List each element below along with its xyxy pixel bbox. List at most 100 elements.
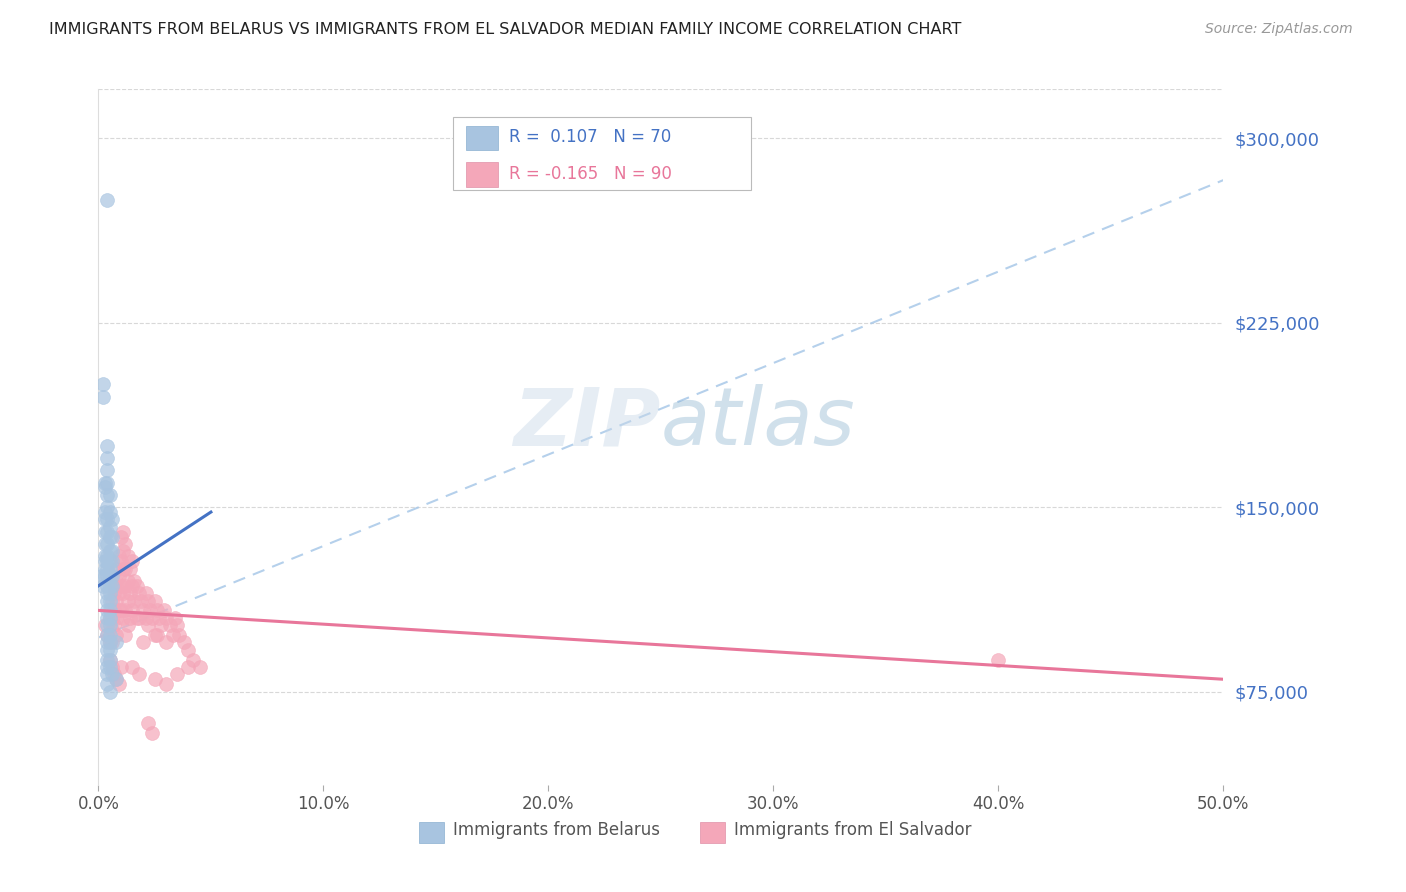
Point bbox=[94, 618, 117, 632]
Point bbox=[124, 574, 146, 588]
Point bbox=[177, 642, 200, 657]
Text: Source: ZipAtlas.com: Source: ZipAtlas.com bbox=[1205, 22, 1353, 37]
Point bbox=[135, 611, 157, 625]
Point bbox=[94, 537, 117, 551]
Point bbox=[103, 618, 125, 632]
Text: Immigrants from Belarus: Immigrants from Belarus bbox=[453, 822, 659, 839]
Point bbox=[132, 635, 155, 649]
Point bbox=[110, 660, 132, 674]
Point bbox=[101, 569, 124, 583]
Point bbox=[121, 603, 143, 617]
Point bbox=[146, 628, 169, 642]
Point bbox=[90, 569, 112, 583]
Point bbox=[101, 579, 124, 593]
Point bbox=[105, 628, 128, 642]
Point bbox=[101, 554, 124, 568]
Point bbox=[98, 561, 121, 575]
Point bbox=[121, 554, 143, 568]
Point bbox=[98, 554, 121, 568]
Point bbox=[107, 569, 129, 583]
Point bbox=[96, 603, 118, 617]
Text: IMMIGRANTS FROM BELARUS VS IMMIGRANTS FROM EL SALVADOR MEDIAN FAMILY INCOME CORR: IMMIGRANTS FROM BELARUS VS IMMIGRANTS FR… bbox=[49, 22, 962, 37]
Point bbox=[101, 635, 124, 649]
Point bbox=[124, 593, 146, 607]
Point bbox=[118, 586, 141, 600]
Point bbox=[141, 611, 163, 625]
Bar bbox=[467, 162, 498, 186]
Point bbox=[129, 593, 152, 607]
Point bbox=[117, 574, 139, 588]
Point bbox=[117, 618, 139, 632]
Point bbox=[96, 439, 118, 453]
Point bbox=[114, 537, 136, 551]
Text: Immigrants from El Salvador: Immigrants from El Salvador bbox=[734, 822, 972, 839]
Text: R = -0.165   N = 90: R = -0.165 N = 90 bbox=[509, 165, 672, 183]
Point bbox=[103, 579, 125, 593]
Point bbox=[96, 628, 118, 642]
Point bbox=[98, 586, 121, 600]
Point bbox=[105, 672, 128, 686]
Point bbox=[96, 677, 118, 691]
Point bbox=[98, 488, 121, 502]
Point bbox=[159, 618, 181, 632]
Point bbox=[107, 603, 129, 617]
Point bbox=[101, 667, 124, 681]
Point bbox=[98, 611, 121, 625]
Point bbox=[141, 726, 163, 740]
Point bbox=[98, 520, 121, 534]
Point bbox=[155, 635, 177, 649]
Point bbox=[169, 628, 191, 642]
Point bbox=[112, 544, 135, 558]
Point bbox=[121, 579, 143, 593]
Point bbox=[105, 574, 128, 588]
Point bbox=[118, 611, 141, 625]
Point bbox=[118, 561, 141, 575]
Point bbox=[143, 672, 166, 686]
Point bbox=[110, 579, 132, 593]
Point bbox=[107, 549, 129, 564]
Point bbox=[136, 618, 159, 632]
Point bbox=[136, 593, 159, 607]
Point bbox=[96, 524, 118, 539]
Point bbox=[103, 586, 125, 600]
Point bbox=[105, 561, 128, 575]
Point bbox=[110, 530, 132, 544]
Bar bbox=[419, 822, 444, 843]
Point bbox=[166, 667, 188, 681]
Point bbox=[96, 561, 118, 575]
Point bbox=[152, 603, 174, 617]
Point bbox=[101, 623, 124, 637]
Point bbox=[101, 660, 124, 674]
Point bbox=[105, 635, 128, 649]
Point bbox=[117, 549, 139, 564]
Point bbox=[103, 603, 125, 617]
Point bbox=[98, 635, 121, 649]
Point bbox=[132, 603, 155, 617]
Point bbox=[128, 611, 150, 625]
Point bbox=[143, 593, 166, 607]
Point bbox=[96, 193, 118, 207]
Point bbox=[101, 512, 124, 526]
Point bbox=[96, 475, 118, 490]
Point bbox=[101, 593, 124, 607]
Point bbox=[173, 635, 195, 649]
Text: R =  0.107   N = 70: R = 0.107 N = 70 bbox=[509, 128, 671, 146]
Point bbox=[98, 652, 121, 666]
Point bbox=[98, 635, 121, 649]
Point bbox=[91, 390, 114, 404]
Point bbox=[96, 586, 118, 600]
Point bbox=[94, 475, 117, 490]
Point bbox=[107, 677, 129, 691]
Point bbox=[96, 652, 118, 666]
Point bbox=[96, 628, 118, 642]
Point bbox=[98, 660, 121, 674]
Point bbox=[114, 628, 136, 642]
Point bbox=[101, 611, 124, 625]
Point bbox=[110, 603, 132, 617]
Point bbox=[155, 677, 177, 691]
Point bbox=[94, 569, 117, 583]
Point bbox=[98, 684, 121, 698]
Point bbox=[162, 628, 184, 642]
Point bbox=[114, 579, 136, 593]
Point bbox=[125, 611, 148, 625]
